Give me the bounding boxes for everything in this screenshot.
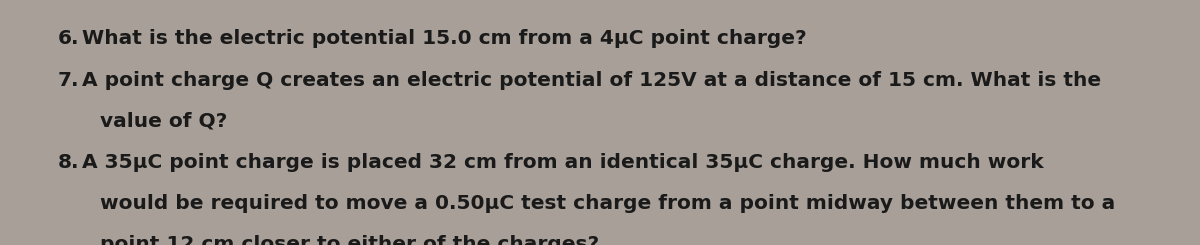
Text: 7.: 7. [58,71,79,90]
Text: A 35μC point charge is placed 32 cm from an identical 35μC charge. How much work: A 35μC point charge is placed 32 cm from… [82,153,1043,172]
Text: 8.: 8. [58,153,79,172]
Text: 6.: 6. [58,29,79,49]
Text: value of Q?: value of Q? [100,112,227,131]
Text: point 12 cm closer to either of the charges?: point 12 cm closer to either of the char… [100,235,599,245]
Text: A point charge Q creates an electric potential of 125V at a distance of 15 cm. W: A point charge Q creates an electric pot… [82,71,1100,90]
Text: What is the electric potential 15.0 cm from a 4μC point charge?: What is the electric potential 15.0 cm f… [82,29,806,49]
Text: would be required to move a 0.50μC test charge from a point midway between them : would be required to move a 0.50μC test … [100,194,1115,213]
